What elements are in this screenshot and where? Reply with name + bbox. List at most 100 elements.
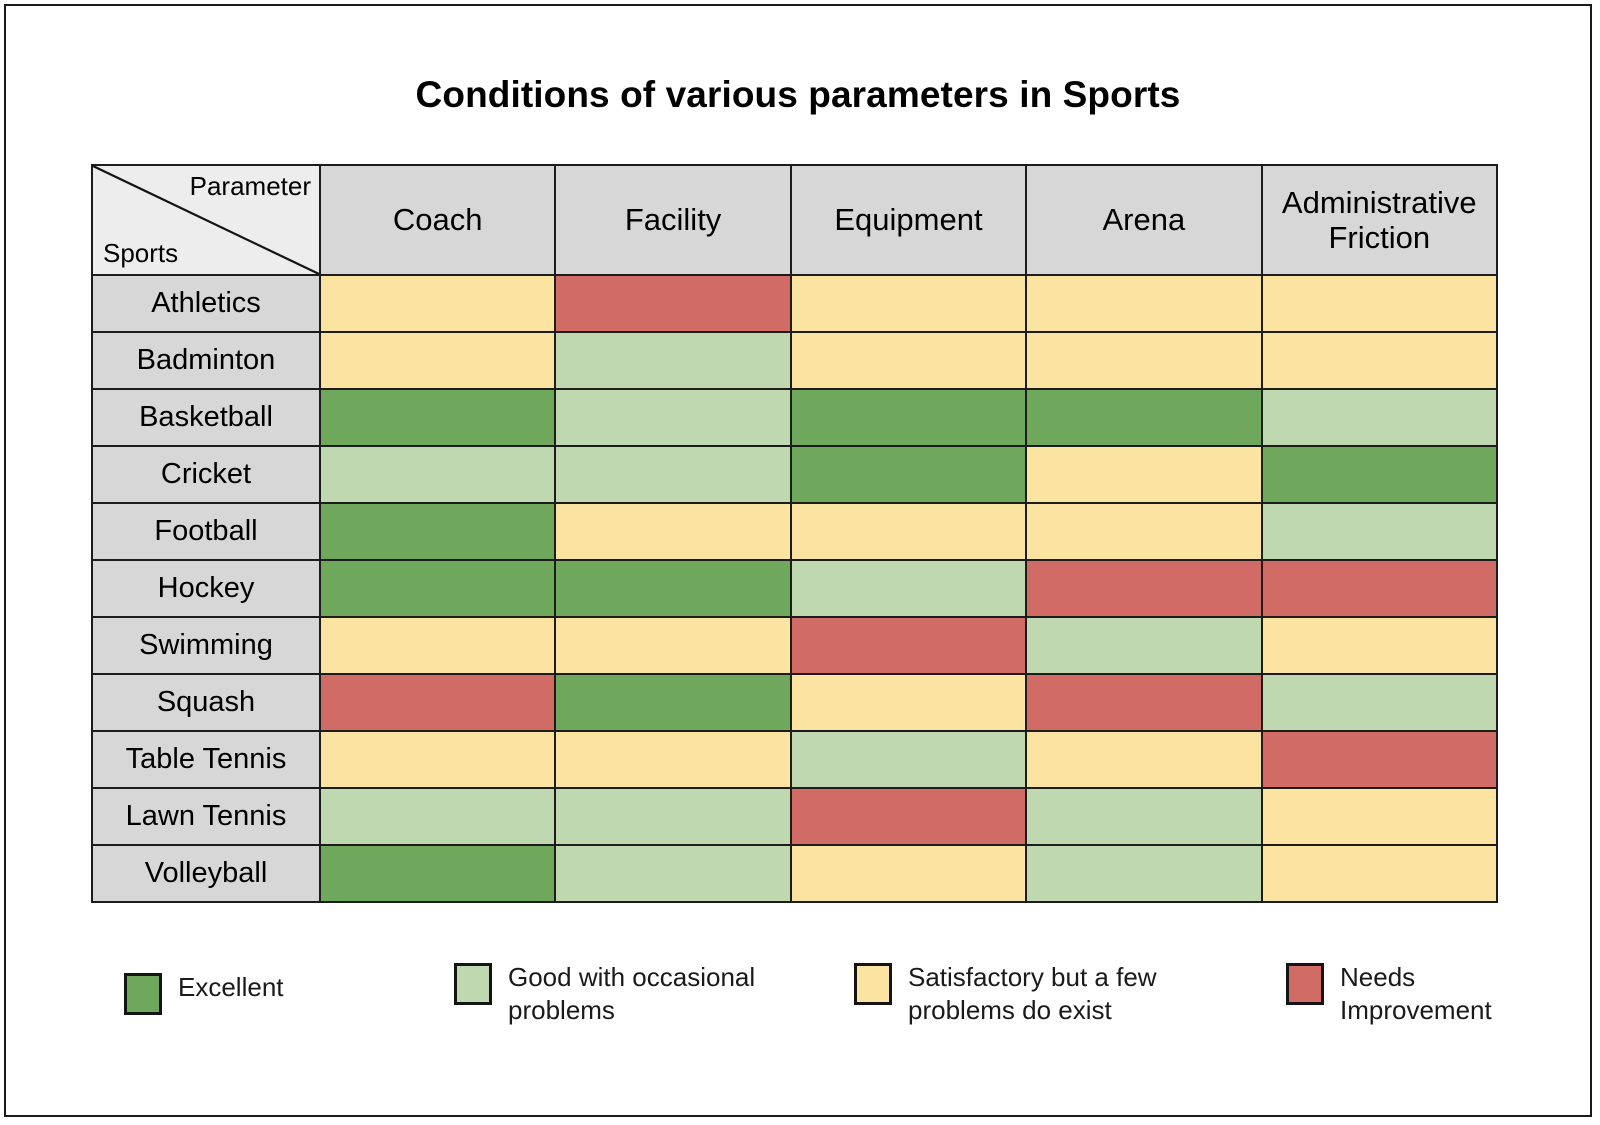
legend-swatch-good [454, 963, 492, 1005]
heatmap-matrix: Parameter Sports Coach Facility Equipment A… [91, 164, 1498, 903]
page-frame: Conditions of various parameters in Spor… [4, 4, 1592, 1117]
heatmap-body: Athletics Badminton Basketball Cricket Footb… [91, 274, 1498, 903]
heatmap-cell [1260, 730, 1498, 789]
heatmap-cell [789, 388, 1028, 447]
heatmap-cell [554, 616, 792, 675]
column-header-administrative-friction: Administrative Friction [1260, 164, 1498, 276]
heatmap-cell [789, 445, 1028, 504]
heatmap-cell [789, 274, 1028, 333]
row-label-squash: Squash [91, 673, 321, 732]
table-row: Hockey [91, 559, 1498, 618]
heatmap-cell [318, 616, 557, 675]
legend-swatch-excellent [124, 973, 162, 1015]
heatmap-cell [318, 673, 557, 732]
heatmap-cell [554, 673, 792, 732]
heatmap-cell [1025, 445, 1263, 504]
heatmap-cell [1260, 844, 1498, 903]
heatmap-cell [554, 559, 792, 618]
heatmap-cell [554, 274, 792, 333]
legend-item-satisfactory: Satisfactory but a few problems do exist [854, 961, 1157, 1028]
row-label-basketball: Basketball [91, 388, 321, 447]
table-row: Volleyball [91, 844, 1498, 903]
column-header-arena: Arena [1025, 164, 1263, 276]
legend-item-excellent: Excellent [124, 971, 284, 1015]
page-title: Conditions of various parameters in Spor… [415, 74, 1181, 115]
column-header-coach: Coach [318, 164, 557, 276]
legend-swatch-satisfactory [854, 963, 892, 1005]
legend-label-needs: Needs Improvement [1340, 962, 1492, 1026]
heatmap-cell [554, 787, 792, 846]
row-label-hockey: Hockey [91, 559, 321, 618]
table-row: Lawn Tennis [91, 787, 1498, 846]
legend-item-needs: Needs Improvement [1286, 961, 1492, 1028]
table-row: Athletics [91, 274, 1498, 333]
heatmap-cell [1025, 787, 1263, 846]
row-label-badminton: Badminton [91, 331, 321, 390]
heatmap-cell [318, 388, 557, 447]
row-label-table-tennis: Table Tennis [91, 730, 321, 789]
heatmap-cell [1025, 844, 1263, 903]
table-row: Table Tennis [91, 730, 1498, 789]
heatmap-cell [1260, 616, 1498, 675]
heatmap-cell [789, 616, 1028, 675]
row-label-swimming: Swimming [91, 616, 321, 675]
heatmap-cell [789, 844, 1028, 903]
heatmap-cell [318, 502, 557, 561]
column-header-equipment: Equipment [789, 164, 1028, 276]
legend-label-good: Good with occasional problems [508, 962, 756, 1026]
heatmap-cell [1260, 445, 1498, 504]
heatmap-cell [318, 445, 557, 504]
column-header-facility: Facility [554, 164, 792, 276]
heatmap-cell [1260, 274, 1498, 333]
heatmap-cell [1025, 388, 1263, 447]
heatmap-cell [318, 787, 557, 846]
table-row: Squash [91, 673, 1498, 732]
table-row: Swimming [91, 616, 1498, 675]
heatmap-cell [1025, 331, 1263, 390]
row-label-lawn-tennis: Lawn Tennis [91, 787, 321, 846]
heatmap-cell [554, 844, 792, 903]
heatmap-cell [554, 331, 792, 390]
heatmap-cell [1025, 274, 1263, 333]
row-label-cricket: Cricket [91, 445, 321, 504]
row-label-athletics: Athletics [91, 274, 321, 333]
diagonal-divider-icon [93, 166, 319, 274]
legend-label-excellent: Excellent [178, 972, 284, 1002]
heatmap-cell [318, 730, 557, 789]
heatmap-cell [1260, 673, 1498, 732]
table-row: Cricket [91, 445, 1498, 504]
heatmap-cell [554, 730, 792, 789]
heatmap-cell [1025, 502, 1263, 561]
legend-label-satisfactory: Satisfactory but a few problems do exist [908, 962, 1157, 1026]
legend: Excellent Good with occasional problems Sa… [124, 961, 1524, 1071]
heatmap-cell [318, 559, 557, 618]
heatmap-cell [1025, 616, 1263, 675]
heatmap-cell [1260, 388, 1498, 447]
corner-parameter-label: Parameter [189, 171, 311, 201]
corner-sports-label: Sports [103, 238, 179, 269]
heatmap-table: Parameter Sports Coach Facility Equipment A… [91, 164, 1498, 903]
corner-header-cell: Parameter Sports [91, 164, 321, 276]
legend-item-good: Good with occasional problems [454, 961, 755, 1028]
table-row: Basketball [91, 388, 1498, 447]
heatmap-cell [789, 502, 1028, 561]
heatmap-cell [554, 445, 792, 504]
heatmap-cell [318, 274, 557, 333]
heatmap-cell [1260, 502, 1498, 561]
heatmap-cell [789, 787, 1028, 846]
heatmap-cell [789, 730, 1028, 789]
heatmap-cell [1025, 730, 1263, 789]
heatmap-cell [1025, 559, 1263, 618]
legend-swatch-needs [1286, 963, 1324, 1005]
row-label-volleyball: Volleyball [91, 844, 321, 903]
table-row: Football [91, 502, 1498, 561]
heatmap-cell [789, 331, 1028, 390]
heatmap-cell [1260, 331, 1498, 390]
heatmap-cell [1260, 559, 1498, 618]
heatmap-cell [789, 673, 1028, 732]
heatmap-cell [789, 559, 1028, 618]
heatmap-cell [318, 844, 557, 903]
table-row: Badminton [91, 331, 1498, 390]
heatmap-cell [1025, 673, 1263, 732]
row-label-football: Football [91, 502, 321, 561]
